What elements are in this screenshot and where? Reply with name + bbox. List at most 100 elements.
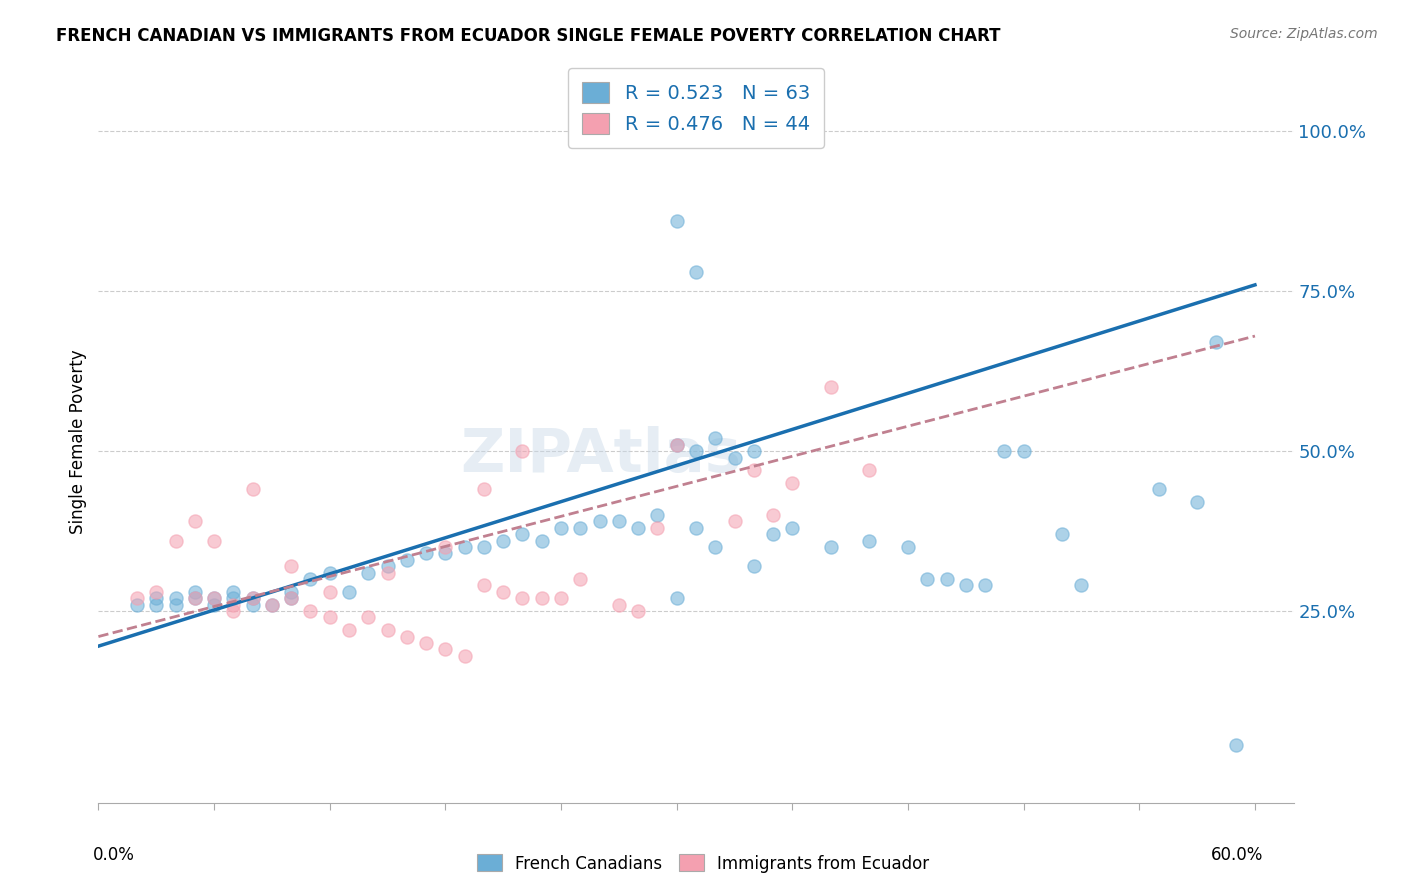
Point xyxy=(742,559,765,574)
Legend: French Canadians, Immigrants from Ecuador: French Canadians, Immigrants from Ecuado… xyxy=(470,847,936,880)
Point xyxy=(1012,444,1035,458)
Point xyxy=(145,584,167,599)
Point xyxy=(202,591,225,606)
Point xyxy=(512,444,534,458)
Point xyxy=(704,431,727,445)
Point xyxy=(974,578,997,592)
Point xyxy=(280,591,302,606)
Point xyxy=(242,483,264,497)
Point xyxy=(357,610,380,624)
Point xyxy=(935,572,957,586)
Point xyxy=(453,648,475,663)
Point xyxy=(858,463,880,477)
Point xyxy=(299,572,322,586)
Point xyxy=(222,584,245,599)
Point xyxy=(165,533,187,548)
Point xyxy=(242,591,264,606)
Point xyxy=(415,546,437,560)
Point xyxy=(492,584,515,599)
Point xyxy=(472,540,495,554)
Point xyxy=(165,598,187,612)
Point xyxy=(280,591,302,606)
Point xyxy=(723,515,745,529)
Point xyxy=(472,483,495,497)
Point xyxy=(647,521,669,535)
Point xyxy=(145,591,167,606)
Point xyxy=(1185,495,1208,509)
Point xyxy=(955,578,977,592)
Point xyxy=(125,591,148,606)
Point xyxy=(782,521,804,535)
Point xyxy=(319,584,342,599)
Point xyxy=(550,591,572,606)
Text: FRENCH CANADIAN VS IMMIGRANTS FROM ECUADOR SINGLE FEMALE POVERTY CORRELATION CHA: FRENCH CANADIAN VS IMMIGRANTS FROM ECUAD… xyxy=(56,27,1001,45)
Point xyxy=(627,521,650,535)
Point xyxy=(377,566,399,580)
Point xyxy=(647,508,669,522)
Point xyxy=(530,591,553,606)
Point xyxy=(569,521,592,535)
Point xyxy=(917,572,939,586)
Point xyxy=(184,515,207,529)
Point xyxy=(685,444,707,458)
Point xyxy=(395,553,418,567)
Point xyxy=(1050,527,1073,541)
Point xyxy=(897,540,920,554)
Point xyxy=(453,540,475,554)
Point xyxy=(202,598,225,612)
Point xyxy=(434,540,457,554)
Point xyxy=(512,591,534,606)
Point xyxy=(377,559,399,574)
Point xyxy=(742,463,765,477)
Point xyxy=(530,533,553,548)
Point xyxy=(434,642,457,657)
Point xyxy=(1225,738,1247,752)
Point xyxy=(627,604,650,618)
Point xyxy=(665,214,688,228)
Point xyxy=(260,598,283,612)
Point xyxy=(820,380,842,394)
Point xyxy=(222,591,245,606)
Point xyxy=(395,630,418,644)
Text: Source: ZipAtlas.com: Source: ZipAtlas.com xyxy=(1230,27,1378,41)
Point xyxy=(762,508,785,522)
Point xyxy=(685,521,707,535)
Point xyxy=(145,598,167,612)
Point xyxy=(434,546,457,560)
Point xyxy=(222,598,245,612)
Point xyxy=(415,636,437,650)
Text: ZIPAtlas: ZIPAtlas xyxy=(460,426,741,485)
Point xyxy=(1205,335,1227,350)
Point xyxy=(665,438,688,452)
Point xyxy=(184,584,207,599)
Point xyxy=(319,566,342,580)
Point xyxy=(550,521,572,535)
Point xyxy=(377,623,399,637)
Point xyxy=(260,598,283,612)
Point xyxy=(665,438,688,452)
Point xyxy=(588,515,610,529)
Point xyxy=(723,450,745,465)
Point xyxy=(184,591,207,606)
Point xyxy=(492,533,515,548)
Point xyxy=(202,533,225,548)
Point xyxy=(993,444,1015,458)
Point xyxy=(1147,483,1170,497)
Point xyxy=(665,591,688,606)
Point xyxy=(357,566,380,580)
Point xyxy=(337,584,360,599)
Point xyxy=(858,533,880,548)
Point xyxy=(280,584,302,599)
Point xyxy=(125,598,148,612)
Point xyxy=(319,610,342,624)
Point xyxy=(607,515,630,529)
Point xyxy=(222,604,245,618)
Point xyxy=(782,476,804,491)
Point xyxy=(337,623,360,637)
Point xyxy=(165,591,187,606)
Point xyxy=(242,591,264,606)
Point xyxy=(242,598,264,612)
Point xyxy=(607,598,630,612)
Legend: R = 0.523   N = 63, R = 0.476   N = 44: R = 0.523 N = 63, R = 0.476 N = 44 xyxy=(568,69,824,148)
Point xyxy=(820,540,842,554)
